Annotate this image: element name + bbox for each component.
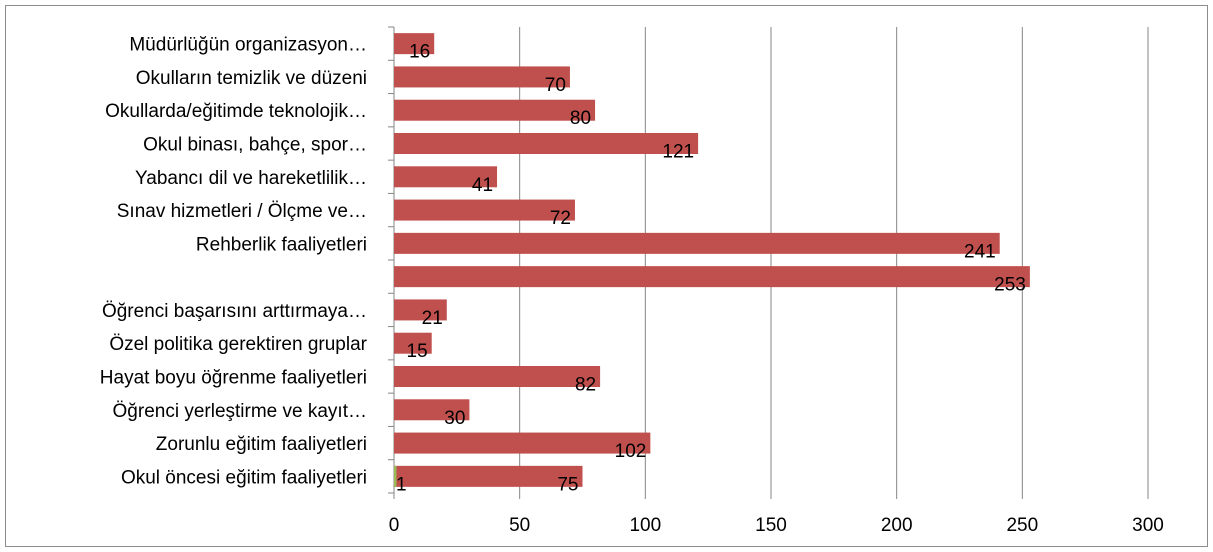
category-label: Okul binası, bahçe, spor… (143, 135, 367, 156)
bar[interactable] (394, 266, 1030, 288)
data-label: 41 (472, 175, 493, 196)
category-label: Öğrenci yerleştirme ve kayıt… (113, 401, 367, 422)
bar-secondary[interactable] (394, 465, 397, 487)
data-label: 70 (545, 75, 566, 96)
x-tick-label: 50 (509, 515, 530, 536)
category-label: Rehberlik faaliyetleri (196, 234, 367, 255)
bar[interactable] (394, 399, 470, 421)
data-label: 102 (615, 441, 647, 462)
bar[interactable] (394, 465, 583, 487)
category-label: Okullarda/eğitimde teknolojik… (105, 101, 367, 122)
x-tick-label: 150 (755, 515, 787, 536)
category-label: Zorunlu eğitim faaliyetleri (156, 434, 367, 455)
x-tick-label: 200 (881, 515, 913, 536)
bar[interactable] (394, 33, 435, 55)
category-label: Okul öncesi eğitim faaliyetleri (121, 467, 367, 488)
data-label: 72 (550, 208, 571, 229)
x-tick-label: 100 (629, 515, 661, 536)
bar[interactable] (394, 299, 447, 321)
category-label: Okulların temizlik ve düzeni (136, 68, 367, 89)
category-label: Yabancı dil ve hareketlilik… (135, 168, 367, 189)
data-label: 75 (557, 474, 578, 495)
bar[interactable] (394, 232, 1000, 254)
bar[interactable] (394, 166, 498, 188)
category-label: Müdürlüğün organizasyon… (129, 35, 367, 56)
data-label: 82 (575, 375, 596, 396)
category-label: Sınav hizmetleri / Ölçme ve… (117, 201, 367, 222)
x-tick-label: 250 (1006, 515, 1038, 536)
bar[interactable] (394, 199, 575, 221)
category-label: Hayat boyu öğrenme faaliyetleri (100, 368, 367, 389)
data-label: 80 (570, 108, 591, 129)
data-label: 241 (964, 241, 996, 262)
bar[interactable] (394, 366, 601, 387)
bar[interactable] (394, 332, 432, 354)
bar[interactable] (394, 432, 651, 454)
data-label: 253 (994, 275, 1026, 296)
x-tick-label: 0 (389, 515, 400, 536)
chart-frame (5, 5, 1208, 547)
data-label: 1 (396, 474, 407, 495)
data-label: 30 (444, 408, 465, 429)
data-label: 15 (407, 341, 428, 362)
bar[interactable] (394, 66, 570, 88)
bar[interactable] (394, 99, 596, 121)
data-label: 21 (422, 308, 443, 329)
data-label: 121 (662, 142, 694, 163)
x-tick-label: 300 (1132, 515, 1164, 536)
category-label: Özel politika gerektiren gruplar (109, 334, 367, 355)
bar[interactable] (394, 133, 699, 154)
category-label: Öğrenci başarısını arttırmaya… (102, 301, 367, 322)
data-label: 16 (409, 42, 430, 63)
